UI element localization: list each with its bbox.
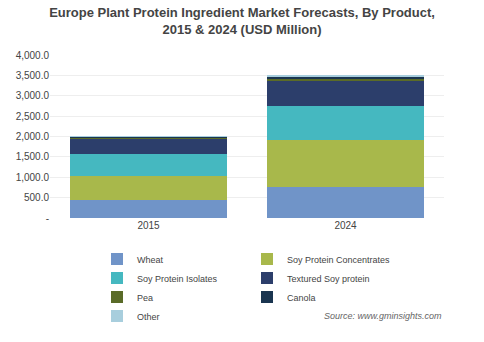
svg-text:Soy Protein Isolates: Soy Protein Isolates [137, 274, 218, 284]
svg-text:Wheat: Wheat [137, 255, 164, 265]
svg-text:Soy Protein Concentrates: Soy Protein Concentrates [287, 255, 390, 265]
svg-text:Other: Other [137, 312, 160, 322]
svg-text:3,500.0: 3,500.0 [16, 70, 50, 81]
svg-text:Source: www.gminsights.com: Source: www.gminsights.com [324, 311, 442, 321]
svg-text:-: - [46, 213, 49, 224]
svg-text:Europe Plant Protein Ingredien: Europe Plant Protein Ingredient Market F… [49, 5, 435, 37]
svg-text:4,000.0: 4,000.0 [16, 50, 50, 61]
svg-text:1,000.0: 1,000.0 [16, 172, 50, 183]
svg-text:Pea: Pea [137, 293, 153, 303]
svg-text:1,500.0: 1,500.0 [16, 151, 50, 162]
svg-text:2024: 2024 [334, 220, 357, 231]
svg-text:2,500.0: 2,500.0 [16, 111, 50, 122]
svg-text:Canola: Canola [287, 293, 316, 303]
svg-text:2015: 2015 [137, 220, 160, 231]
svg-text:Textured Soy protein: Textured Soy protein [287, 274, 370, 284]
svg-text:3,000.0: 3,000.0 [16, 90, 50, 101]
svg-text:500.0: 500.0 [24, 192, 49, 203]
svg-text:2,000.0: 2,000.0 [16, 131, 50, 142]
